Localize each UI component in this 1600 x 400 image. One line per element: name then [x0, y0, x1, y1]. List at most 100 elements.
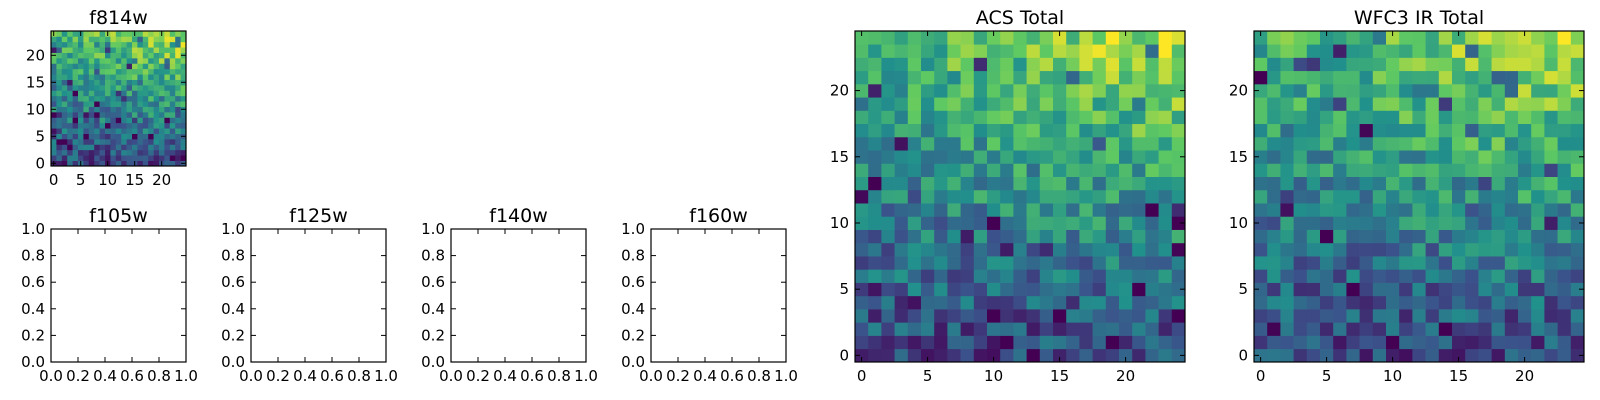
heatmap-cell — [121, 128, 127, 134]
heatmap-cell — [132, 74, 138, 80]
heatmap-cell — [1412, 31, 1426, 45]
heatmap-cell — [1158, 269, 1173, 283]
heatmap-cell — [67, 160, 73, 167]
heatmap-cell — [1171, 322, 1186, 336]
heatmap-cell — [153, 36, 160, 43]
heatmap-cell — [1504, 110, 1519, 125]
heatmap-cell — [1320, 256, 1334, 270]
heatmap-cell — [1026, 44, 1041, 58]
heatmap-cell — [1013, 176, 1027, 191]
heatmap-cell — [1425, 242, 1440, 257]
heatmap-cell — [1452, 136, 1466, 151]
heatmap-cell — [1570, 44, 1585, 58]
heatmap-cell — [894, 242, 909, 257]
heatmap-cell — [1478, 282, 1492, 297]
heatmap-cell — [142, 155, 149, 161]
heatmap-cell — [1333, 256, 1347, 270]
heatmap-cell — [83, 149, 90, 156]
heatmap-cell — [868, 110, 882, 125]
heatmap-cell — [1518, 70, 1532, 85]
heatmap-cell — [148, 106, 154, 113]
heatmap-cell — [1000, 163, 1014, 177]
heatmap-cell — [1079, 348, 1093, 363]
heatmap-cell — [855, 189, 869, 204]
heatmap-cell — [61, 106, 68, 113]
heatmap-cell — [67, 74, 73, 80]
heatmap-cell — [126, 47, 133, 53]
heatmap-cell — [88, 41, 95, 48]
heatmap-cell — [105, 74, 111, 80]
heatmap-cell — [153, 117, 160, 124]
heatmap-cell — [868, 176, 882, 191]
heatmap-cell — [72, 155, 79, 161]
heatmap-cell — [78, 90, 84, 97]
heatmap-cell — [1465, 83, 1479, 98]
heatmap-cell — [164, 79, 171, 86]
heatmap-cell — [1452, 123, 1466, 138]
heatmap-cell — [1158, 57, 1173, 72]
heatmap-cell — [1119, 110, 1133, 125]
heatmap-cell — [110, 122, 117, 129]
heatmap-cell — [78, 85, 84, 91]
heatmap-cell — [1254, 176, 1268, 191]
heatmap-cell — [78, 106, 84, 113]
heatmap-cell — [1158, 83, 1173, 98]
heatmap-cell — [1092, 229, 1107, 244]
heatmap-cell — [960, 83, 975, 98]
heatmap-cell — [894, 110, 909, 125]
heatmap-cell — [1491, 123, 1506, 138]
heatmap-cell — [1145, 163, 1159, 177]
heatmap-cell — [56, 106, 63, 113]
heatmap-cell — [934, 176, 948, 191]
heatmap-cell — [1079, 242, 1093, 257]
heatmap-cell — [1306, 163, 1321, 177]
heatmap-cell — [132, 68, 138, 75]
heatmap-cell — [1465, 123, 1479, 138]
heatmap-cell — [1320, 44, 1334, 58]
heatmap-cell — [148, 36, 154, 43]
heatmap-cell — [164, 128, 171, 134]
heatmap-cell — [164, 122, 171, 129]
heatmap-cell — [947, 335, 961, 350]
heatmap-cell — [1386, 229, 1400, 244]
heatmap-cell — [1491, 57, 1506, 72]
heatmap-cell — [855, 256, 869, 270]
y-tick-label: 1.0 — [421, 220, 445, 238]
heatmap-cell — [1000, 295, 1014, 310]
x-tick-label: 0.2 — [666, 367, 690, 385]
heatmap-cell — [110, 101, 117, 107]
heatmap-cell — [169, 106, 176, 113]
heatmap-cell — [921, 176, 935, 191]
heatmap-cell — [164, 74, 171, 80]
heatmap-cell — [855, 216, 869, 230]
heatmap-cell — [1105, 97, 1120, 111]
heatmap-cell — [1105, 136, 1120, 151]
heatmap-cell — [1171, 136, 1186, 151]
heatmap-cell — [1026, 216, 1041, 230]
heatmap-cell — [126, 90, 133, 97]
heatmap-cell — [1557, 136, 1572, 151]
heatmap-cell — [1504, 163, 1519, 177]
heatmap-cell — [1359, 282, 1374, 297]
heatmap-cell — [1079, 123, 1093, 138]
heatmap-cell — [868, 83, 882, 98]
heatmap-cell — [110, 41, 117, 48]
heatmap-cell — [67, 149, 73, 156]
heatmap-cell — [153, 95, 160, 102]
heatmap-cell — [94, 63, 100, 70]
heatmap-cell — [1544, 269, 1558, 283]
heatmap-cell — [83, 101, 90, 107]
heatmap-cell — [153, 106, 160, 113]
x-tick-label: 0.6 — [720, 367, 744, 385]
heatmap-cell — [115, 63, 122, 70]
heatmap-cell — [1452, 110, 1466, 125]
heatmap-cell — [1412, 97, 1426, 111]
heatmap-cell — [1333, 70, 1347, 85]
heatmap-cell — [934, 335, 948, 350]
heatmap-cell — [115, 41, 122, 48]
heatmap-cell — [1333, 189, 1347, 204]
heatmap-cell — [881, 216, 895, 230]
heatmap-cell — [88, 90, 95, 97]
x-tick-label: 10 — [98, 171, 117, 189]
heatmap-cell — [907, 203, 922, 217]
